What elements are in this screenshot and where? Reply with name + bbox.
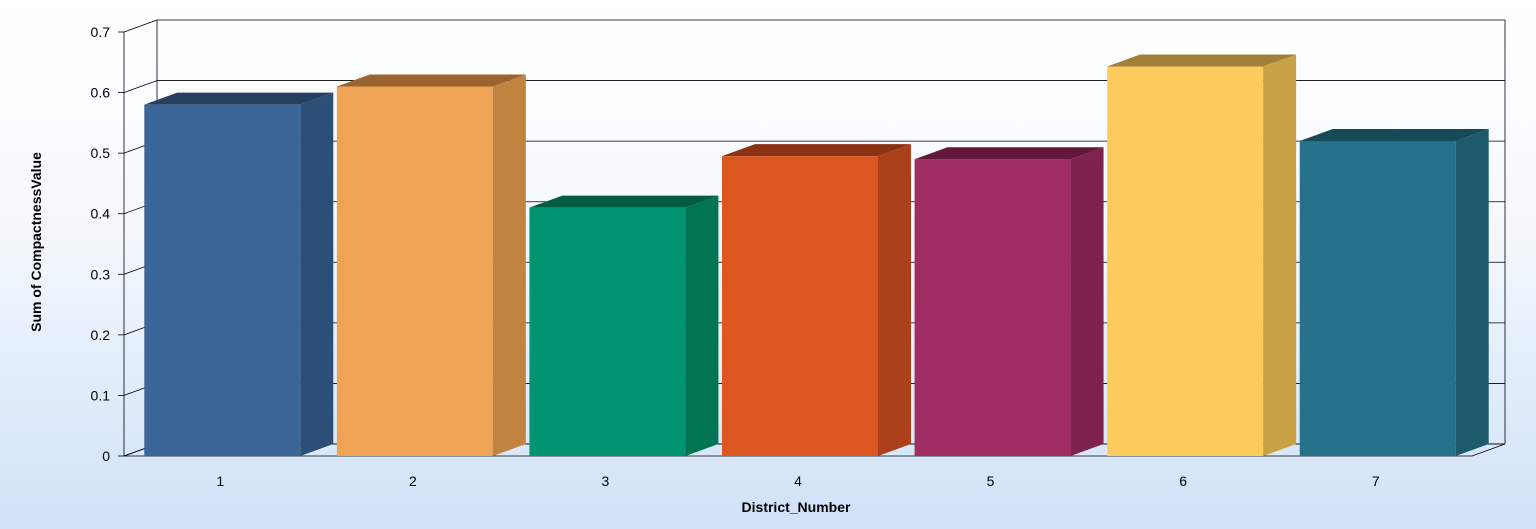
bar-side (1263, 54, 1297, 456)
bar-side (300, 92, 334, 456)
bar-top (144, 92, 334, 105)
bar-front (1107, 66, 1264, 457)
y-axis-title: Sum of CompactnessValue (28, 152, 44, 332)
bar-7 (1299, 129, 1489, 456)
gridline-side (123, 80, 158, 93)
x-tick-label: 3 (602, 473, 610, 489)
bar-side (492, 74, 526, 456)
bar-top (722, 144, 911, 157)
bar-top (1107, 54, 1297, 67)
y-tick-label: 0.7 (91, 24, 111, 40)
x-tick-label: 2 (409, 473, 417, 489)
x-tick-label: 6 (1179, 473, 1187, 489)
bar-front (914, 159, 1071, 456)
bar-front (144, 104, 301, 456)
bar-top (1299, 129, 1489, 142)
bar-5 (914, 147, 1104, 456)
x-tick-labels: 1 2 3 4 5 6 7 (216, 473, 1379, 489)
bar-front (336, 86, 493, 456)
bar-6 (1107, 54, 1297, 457)
bar-top (336, 74, 526, 87)
x-tick-label: 7 (1372, 473, 1380, 489)
bar-3 (529, 195, 719, 456)
y-tick-label: 0.1 (91, 387, 111, 403)
y-tick-label: 0.3 (91, 266, 111, 282)
bar-4 (722, 144, 911, 456)
bar-side (877, 144, 911, 456)
bar-front (529, 207, 686, 456)
bar-front (1299, 141, 1456, 456)
x-tick-label: 4 (794, 473, 802, 489)
bar-top (529, 195, 719, 208)
x-axis-title: District_Number (742, 499, 851, 515)
y-tick-labels: 0 0.1 0.2 0.3 0.4 0.5 0.6 0.7 (91, 24, 111, 464)
x-tick-label: 1 (216, 473, 224, 489)
bars (144, 54, 1489, 457)
gridline-side (123, 19, 158, 33)
y-tick-label: 0.2 (91, 327, 111, 343)
bar-top (914, 147, 1104, 160)
y-tick-label: 0.6 (91, 85, 111, 101)
bar-side (685, 195, 719, 456)
bar-front (722, 156, 878, 456)
bar-side (1070, 147, 1104, 456)
y-tick-label: 0 (102, 448, 110, 464)
x-tick-label: 5 (987, 473, 995, 489)
bar-1 (144, 92, 334, 456)
y-tick-label: 0.4 (91, 206, 111, 222)
y-tick-label: 0.5 (91, 145, 111, 161)
bar-2 (336, 74, 526, 456)
bar-side (1455, 129, 1489, 456)
